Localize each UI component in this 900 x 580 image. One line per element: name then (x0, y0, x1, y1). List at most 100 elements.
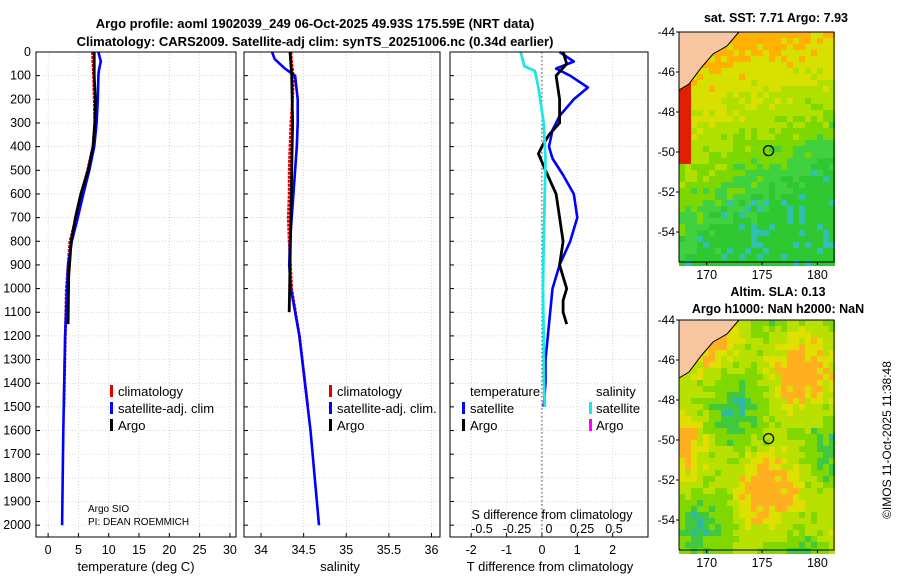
map-cell (727, 362, 733, 368)
map-cell (775, 44, 781, 50)
map-cell (781, 116, 787, 122)
map-cell (733, 398, 739, 404)
map-cell (703, 392, 709, 398)
map-cell (721, 68, 727, 74)
map-cell (757, 320, 763, 326)
map-cell (763, 260, 769, 266)
map-cell (703, 350, 709, 356)
map-cell (721, 218, 727, 224)
legend-swatch-satellite (110, 402, 113, 414)
map-cell (793, 50, 799, 56)
map-cell (679, 392, 685, 398)
map-cell (787, 158, 793, 164)
map-cell (721, 356, 727, 362)
map-cell (763, 386, 769, 392)
map-cell (757, 512, 763, 518)
map-cell (829, 344, 835, 350)
map-cell (739, 98, 745, 104)
map-y-tick-label: -54 (658, 225, 676, 239)
map-cell (751, 170, 757, 176)
map-cell (823, 542, 829, 548)
map-cell (733, 446, 739, 452)
map-cell (739, 434, 745, 440)
map-cell (775, 128, 781, 134)
map-cell (805, 416, 811, 422)
map-cell (781, 548, 787, 554)
map-cell (757, 404, 763, 410)
map-cell (709, 260, 715, 266)
map-cell (787, 128, 793, 134)
map-cell (727, 548, 733, 554)
map-cell (787, 218, 793, 224)
map-cell (769, 512, 775, 518)
map-cell (739, 50, 745, 56)
map-cell (769, 374, 775, 380)
map-cell (793, 488, 799, 494)
map-cell (715, 164, 721, 170)
map-cell (775, 500, 781, 506)
map-cell (679, 140, 685, 146)
map-cell (733, 248, 739, 254)
map-cell (697, 428, 703, 434)
map-cell (769, 104, 775, 110)
map-cell (751, 56, 757, 62)
map-cell (721, 260, 727, 266)
map-cell (805, 518, 811, 524)
map-cell (703, 188, 709, 194)
map-cell (751, 458, 757, 464)
map-cell (715, 440, 721, 446)
map-cell (685, 422, 691, 428)
map-cell (817, 440, 823, 446)
map-cell (739, 362, 745, 368)
map-cell (739, 74, 745, 80)
map-cell (757, 380, 763, 386)
map-cell (793, 254, 799, 260)
map-cell (787, 146, 793, 152)
map-cell (679, 524, 685, 530)
map-cell (823, 458, 829, 464)
map-cell (679, 512, 685, 518)
map-cell (811, 452, 817, 458)
map-cell (727, 488, 733, 494)
map-cell (733, 170, 739, 176)
y-tick-label: 300 (10, 116, 31, 130)
map-cell (715, 230, 721, 236)
map-cell (679, 458, 685, 464)
map-cell (793, 104, 799, 110)
map-cell (685, 410, 691, 416)
map-cell (751, 44, 757, 50)
map-cell (727, 524, 733, 530)
map-cell (745, 236, 751, 242)
map-cell (775, 116, 781, 122)
map-cell (739, 140, 745, 146)
map-cell (721, 236, 727, 242)
map-cell (805, 164, 811, 170)
map-cell (805, 404, 811, 410)
map-cell (805, 512, 811, 518)
map-cell (769, 260, 775, 266)
map-cell (829, 200, 835, 206)
map-cell (823, 320, 829, 326)
map-cell (745, 440, 751, 446)
map-cell (751, 380, 757, 386)
map-cell (709, 374, 715, 380)
map-y-tick-label: -54 (658, 513, 676, 527)
map-cell (805, 50, 811, 56)
map-cell (691, 548, 697, 554)
map-cell (733, 452, 739, 458)
plot-frame (449, 51, 649, 538)
map-cell (751, 188, 757, 194)
map-cell (811, 464, 817, 470)
map-cell (757, 476, 763, 482)
map-cell (805, 98, 811, 104)
map-cell (781, 494, 787, 500)
map-cell (823, 416, 829, 422)
y-tick-label: 1800 (3, 471, 31, 485)
map-cell (829, 422, 835, 428)
map-cell (817, 458, 823, 464)
map-cell (703, 110, 709, 116)
map-cell (679, 428, 685, 434)
map-cell (781, 176, 787, 182)
map-cell (811, 356, 817, 362)
map-cell (709, 368, 715, 374)
